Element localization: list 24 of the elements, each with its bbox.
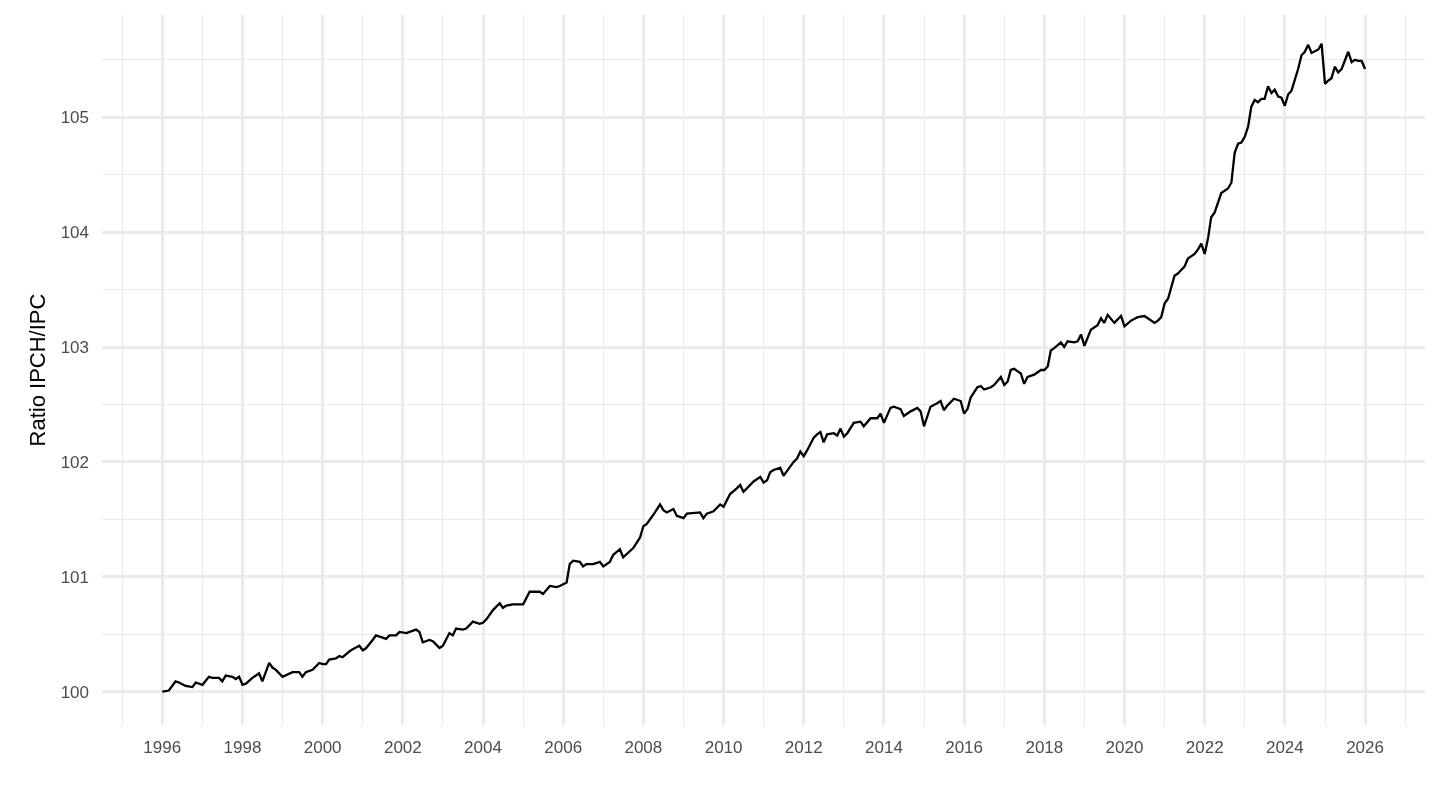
y-tick-label: 101 — [60, 567, 89, 587]
x-tick-label: 2000 — [303, 738, 342, 757]
x-tick-label: 2012 — [784, 738, 823, 757]
line-series — [161, 42, 1367, 693]
y-axis-title: Ratio IPCH/IPC — [25, 293, 51, 447]
x-tick-label: 2004 — [464, 738, 502, 757]
y-tick-label: 102 — [60, 452, 89, 472]
x-tick-label: 2020 — [1105, 738, 1144, 757]
x-tick-label: 1998 — [223, 738, 262, 757]
x-tick-label: 2010 — [704, 738, 743, 757]
x-tick-label: 2026 — [1346, 738, 1384, 757]
x-tick-label: 2008 — [624, 738, 663, 757]
x-tick-label: 1996 — [143, 738, 182, 757]
x-tick-label: 2018 — [1025, 738, 1064, 757]
y-tick-label: 104 — [60, 223, 89, 243]
y-tick-label: 100 — [60, 682, 89, 702]
x-tick-label: 2002 — [383, 738, 422, 757]
x-tick-label: 2016 — [945, 738, 984, 757]
x-tick-label: 2014 — [865, 738, 903, 757]
y-tick-label: 105 — [60, 108, 89, 128]
x-tick-label: 2006 — [544, 738, 583, 757]
y-tick-label: 103 — [60, 337, 89, 357]
x-tick-label: 2022 — [1185, 738, 1224, 757]
x-tick-label: 2024 — [1265, 738, 1304, 757]
